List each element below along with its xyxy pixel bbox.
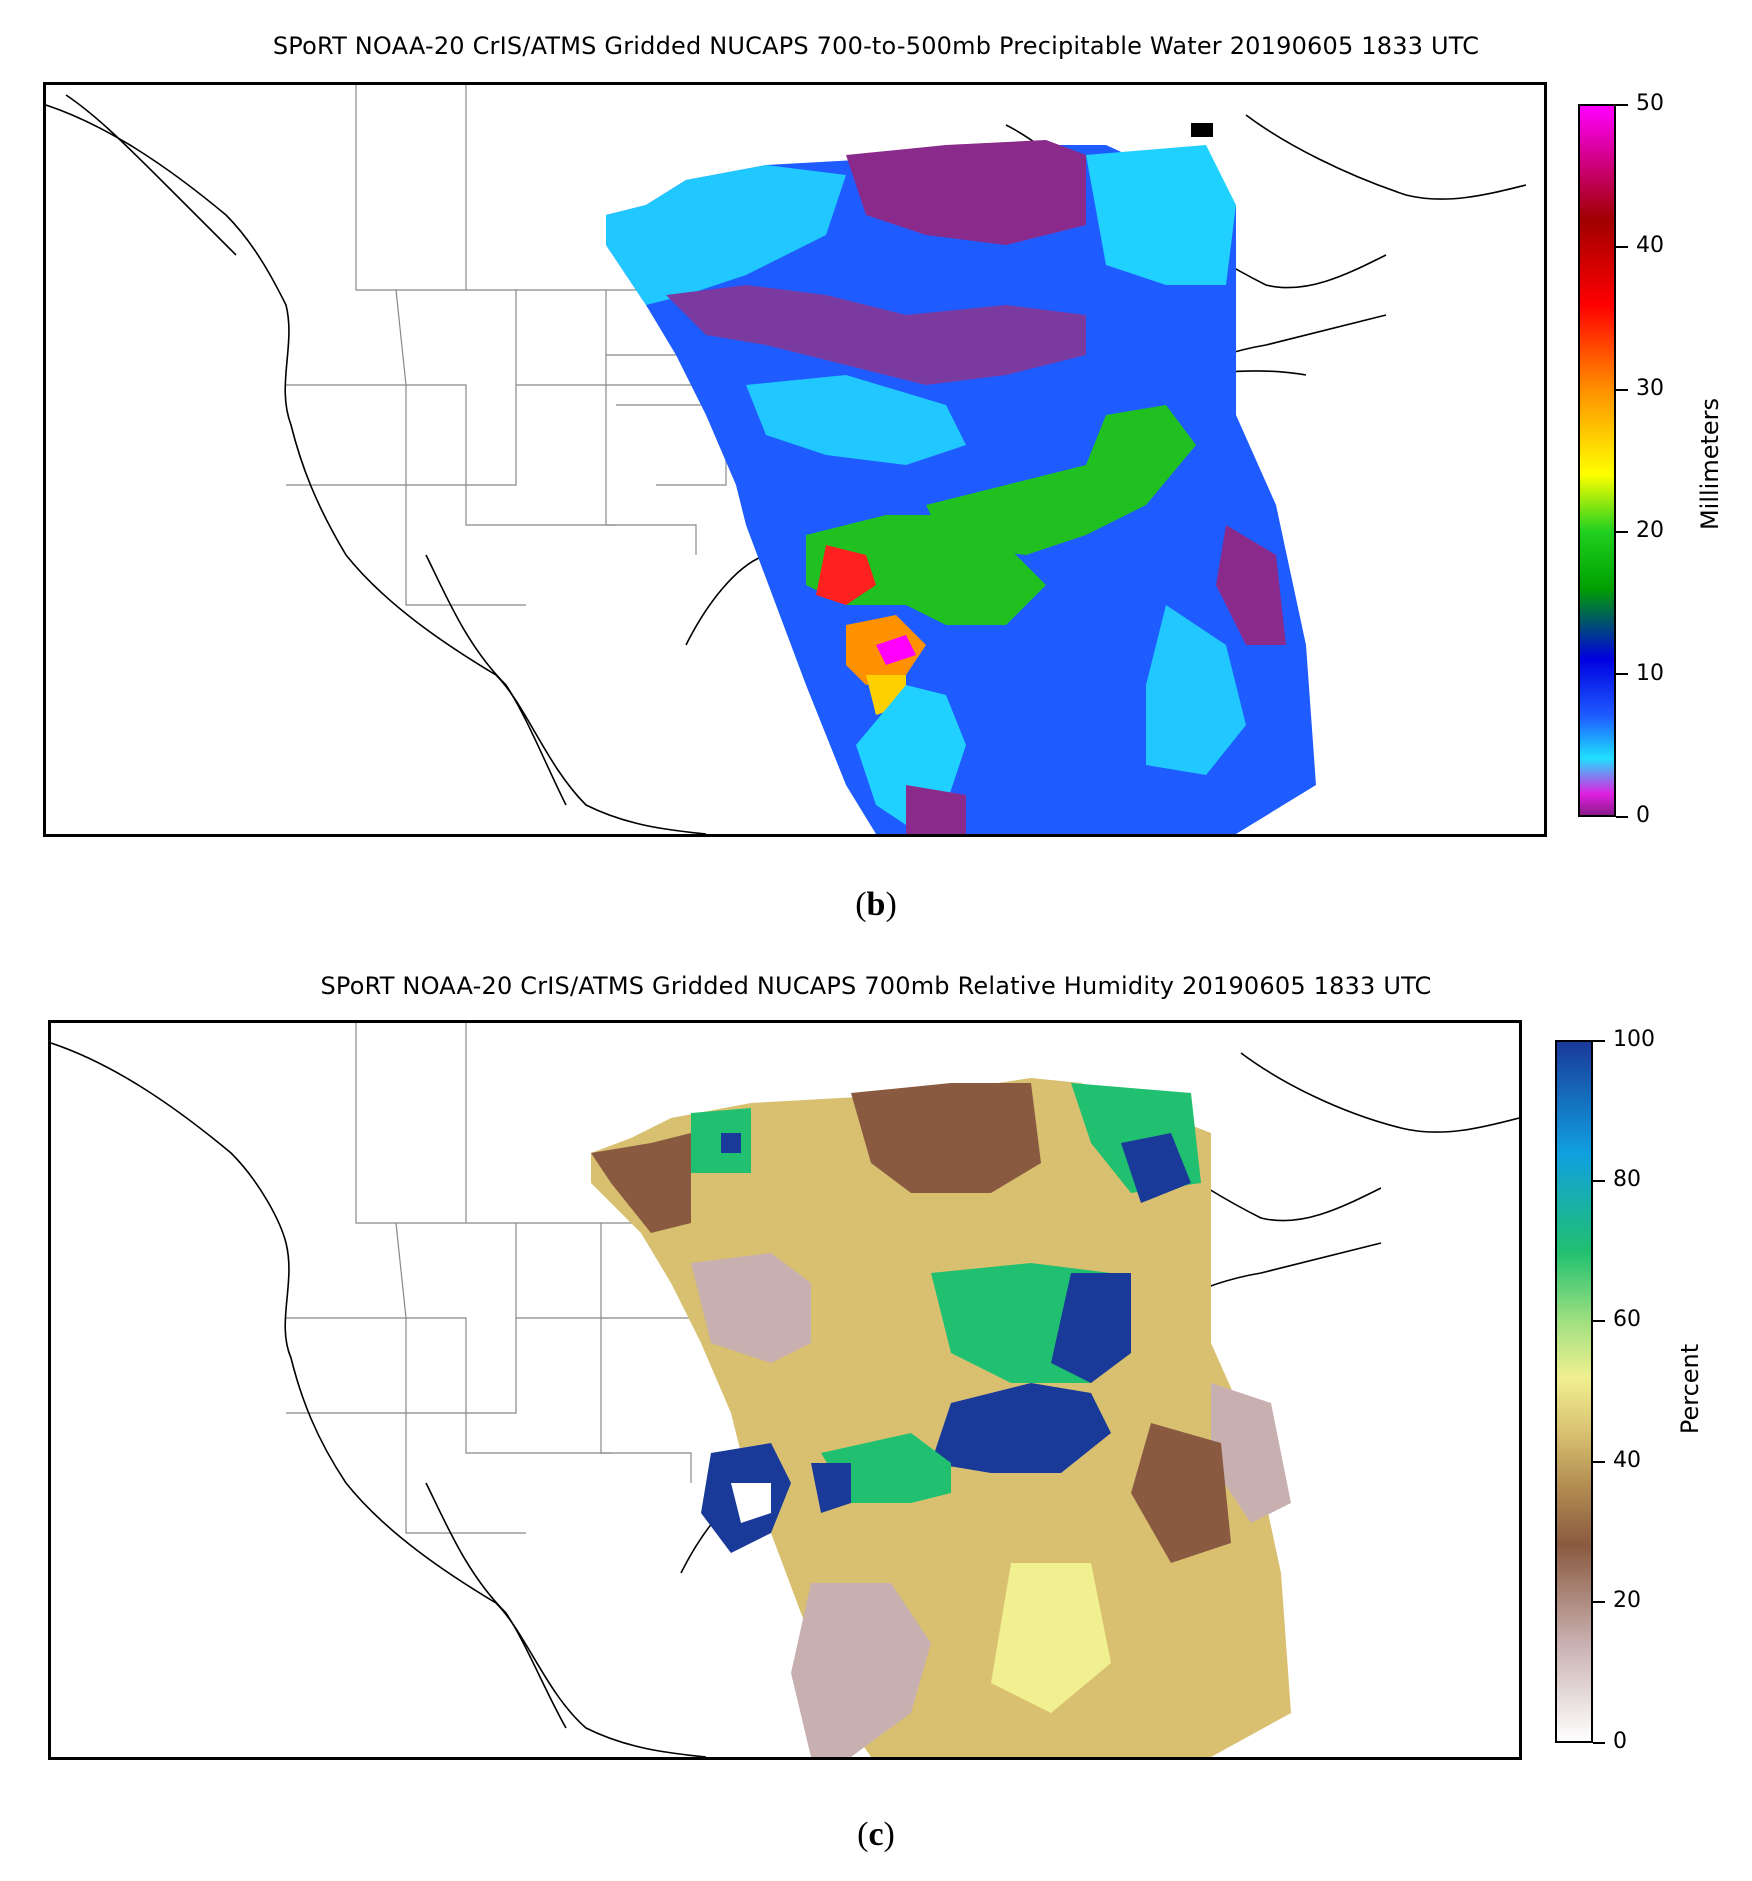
colorbar-tick-label: 40 <box>1613 1448 1641 1473</box>
colorbar-tick-label: 80 <box>1613 1167 1641 1192</box>
colorbar-tick-label: 100 <box>1613 1027 1655 1052</box>
colorbar-tick-label: 10 <box>1636 661 1664 686</box>
colorbar-tick <box>1593 1180 1605 1182</box>
colorbar-tick <box>1616 673 1628 675</box>
panel-c-map <box>48 1020 1522 1760</box>
panel-c-title: SPoRT NOAA-20 CrIS/ATMS Gridded NUCAPS 7… <box>320 972 1432 1000</box>
panel-b-label: (b) <box>855 886 897 923</box>
colorbar-tick-label: 20 <box>1636 518 1664 543</box>
panel-c-colorbar <box>1555 1040 1593 1743</box>
panel-b-colorbar <box>1578 104 1616 817</box>
colorbar-tick <box>1616 389 1628 391</box>
colorbar-tick-label: 60 <box>1613 1307 1641 1332</box>
colorbar-tick <box>1616 246 1628 248</box>
colorbar-tick <box>1616 816 1628 818</box>
panel-c-label: (c) <box>857 1816 895 1853</box>
panel-b-colorbar-label: Millimeters <box>1696 397 1724 531</box>
precip-water-swath <box>606 123 1316 834</box>
colorbar-tick <box>1593 1601 1605 1603</box>
colorbar-tick-label: 0 <box>1613 1729 1627 1754</box>
colorbar-tick <box>1593 1461 1605 1463</box>
panel-b-map <box>43 82 1547 837</box>
colorbar-tick <box>1593 1742 1605 1744</box>
colorbar-tick <box>1593 1320 1605 1322</box>
colorbar-tick-label: 30 <box>1636 376 1664 401</box>
panel-c-colorbar-label: Percent <box>1676 1343 1704 1435</box>
colorbar-tick <box>1616 104 1628 106</box>
panel-c-map-svg <box>51 1023 1519 1757</box>
panel-b-map-svg <box>46 85 1527 834</box>
colorbar-tick <box>1593 1040 1605 1042</box>
colorbar-tick <box>1616 531 1628 533</box>
colorbar-tick-label: 50 <box>1636 91 1664 116</box>
relative-humidity-swath <box>591 1078 1291 1757</box>
colorbar-tick-label: 0 <box>1636 803 1650 828</box>
colorbar-tick-label: 40 <box>1636 233 1664 258</box>
colorbar-tick-label: 20 <box>1613 1588 1641 1613</box>
panel-b-title: SPoRT NOAA-20 CrIS/ATMS Gridded NUCAPS 7… <box>272 32 1480 60</box>
